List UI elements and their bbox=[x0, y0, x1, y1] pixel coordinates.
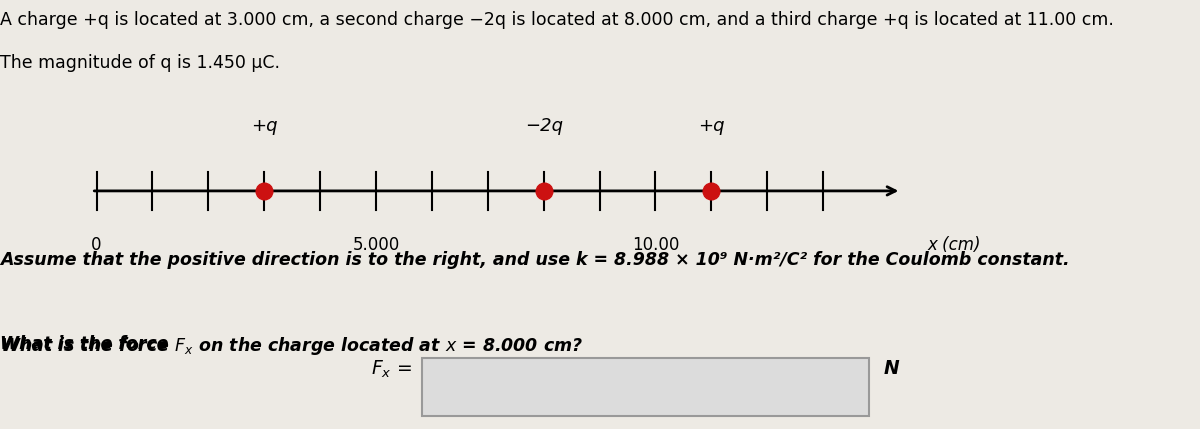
Text: −2q: −2q bbox=[524, 117, 563, 135]
Text: A charge +q is located at 3.000 cm, a second charge −2q is located at 8.000 cm, : A charge +q is located at 3.000 cm, a se… bbox=[0, 11, 1114, 29]
Text: 0: 0 bbox=[91, 236, 102, 254]
Text: $\mathit{F}_x$ =: $\mathit{F}_x$ = bbox=[371, 358, 412, 380]
Text: Assume that the positive direction is to the right, and use k = 8.988 × 10⁹ N·m²: Assume that the positive direction is to… bbox=[0, 251, 1069, 269]
Text: The magnitude of q is 1.450 μC.: The magnitude of q is 1.450 μC. bbox=[0, 54, 280, 72]
Text: 5.000: 5.000 bbox=[353, 236, 400, 254]
FancyBboxPatch shape bbox=[421, 358, 869, 416]
Text: What is the force $\mathit{F}_x$ on the charge located at $x$ = 8.000 cm?: What is the force $\mathit{F}_x$ on the … bbox=[0, 335, 583, 356]
Text: +q: +q bbox=[251, 117, 277, 135]
Text: N: N bbox=[884, 360, 900, 378]
Text: x (cm): x (cm) bbox=[928, 236, 982, 254]
Text: +q: +q bbox=[698, 117, 725, 135]
Text: 10.00: 10.00 bbox=[631, 236, 679, 254]
Text: What is the force: What is the force bbox=[0, 335, 174, 353]
